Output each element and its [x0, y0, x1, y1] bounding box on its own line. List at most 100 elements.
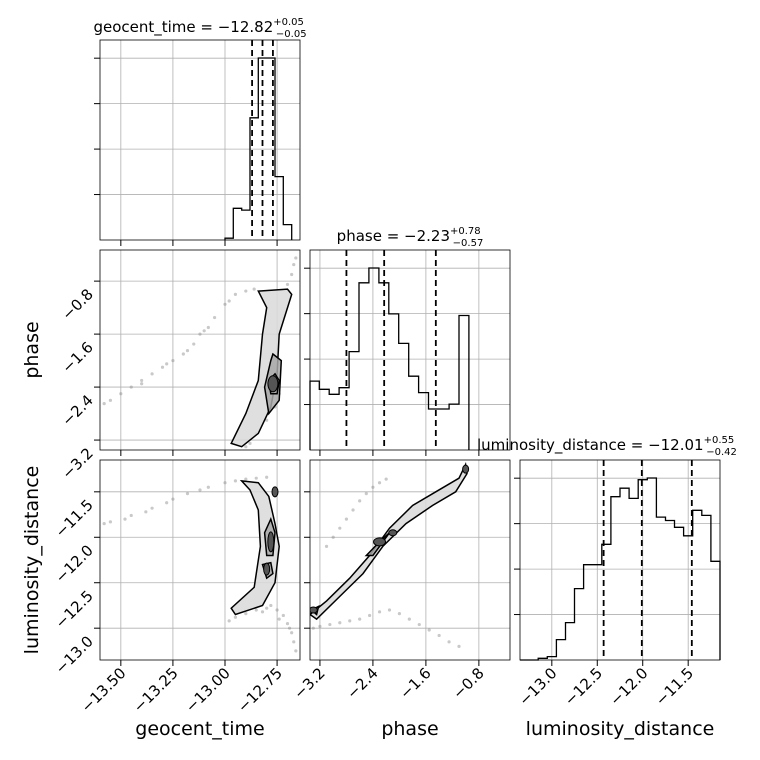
density-peak [271, 486, 279, 498]
sample-point [358, 617, 362, 621]
axes-frame [519, 459, 721, 661]
sample-point [102, 402, 106, 406]
sample-point [328, 622, 332, 627]
sample-point [397, 612, 402, 616]
sample-point [223, 481, 227, 485]
sample-point [292, 262, 296, 267]
sample-point [265, 475, 269, 479]
panel-luminosity-distance-vs-phase [310, 461, 470, 648]
sample-point [294, 256, 298, 260]
sample-point [384, 477, 388, 481]
sample-point [457, 644, 461, 648]
sample-point [129, 513, 133, 518]
x-tick-label: −13.50 [78, 664, 130, 716]
sample-point [181, 352, 185, 356]
sample-point [269, 603, 273, 608]
sample-point [227, 299, 231, 303]
sample-point [437, 633, 441, 638]
sample-point [102, 522, 106, 526]
sample-point [150, 506, 154, 510]
sample-point [108, 398, 113, 402]
sample-point [119, 392, 123, 396]
histogram-phase [309, 267, 470, 450]
sample-point [275, 608, 279, 612]
sample-point [244, 612, 248, 616]
sample-point [108, 520, 113, 524]
axes-frame [99, 39, 301, 241]
sample-point [447, 640, 451, 644]
y-tick-label: −12.0 [52, 541, 97, 586]
sample-point [185, 492, 190, 496]
y-tick-label: −2.4 [58, 391, 96, 429]
sample-point [290, 272, 294, 277]
xlabel-geocent-time: geocent_time [135, 718, 264, 740]
sample-point [377, 481, 382, 485]
density-peak [388, 529, 398, 537]
density-peak [462, 464, 470, 474]
sample-point [265, 418, 269, 422]
x-tick-label: −11.5 [652, 664, 697, 709]
xlabel-phase: phase [381, 718, 438, 740]
density-peak [310, 606, 318, 614]
sample-point [150, 372, 154, 376]
sample-point [285, 282, 290, 287]
panel-phase-vs-geocent-time [102, 256, 298, 449]
axes-frame [99, 249, 301, 451]
sample-point [331, 535, 335, 539]
sample-point [171, 497, 175, 501]
x-tick-label: −12.0 [606, 664, 651, 709]
sample-point [324, 544, 329, 548]
sample-point [338, 621, 342, 625]
sample-point [244, 445, 248, 449]
sample-point [244, 477, 248, 481]
sample-point [212, 315, 217, 320]
sample-point [252, 287, 256, 291]
sample-point [368, 613, 372, 618]
sample-point [171, 358, 175, 363]
sample-point [364, 492, 368, 496]
density-peak [263, 562, 271, 576]
histogram-geocent-time [224, 57, 293, 240]
x-tick-label: −13.25 [130, 664, 182, 716]
sample-point [290, 631, 294, 635]
sample-point [285, 622, 290, 626]
x-tick-label: −0.8 [449, 664, 487, 702]
title-phase: phase = −2.23+0.78 −0.57 [337, 226, 484, 249]
sample-point [223, 302, 227, 306]
sample-point [233, 615, 238, 619]
sample-point [140, 382, 144, 386]
sample-point [254, 476, 258, 480]
x-tick-label: −12.75 [234, 664, 286, 716]
sample-point [344, 517, 349, 521]
sample-point [351, 508, 355, 512]
y-tick-label: −11.5 [52, 496, 97, 541]
sample-point [165, 362, 169, 366]
density-peak [267, 375, 279, 393]
x-tick-label: −1.6 [396, 664, 434, 702]
title-luminosity-distance: luminosity_distance = −12.01+0.55 −0.42 [477, 435, 737, 458]
sample-point [244, 289, 248, 293]
sample-point [371, 485, 375, 489]
sample-point [254, 608, 258, 612]
sample-point [192, 342, 196, 346]
sample-point [144, 510, 148, 514]
sample-point [318, 624, 322, 628]
axes-frame [309, 249, 511, 451]
sample-point [265, 606, 269, 610]
sample-point [206, 325, 210, 330]
sample-point [292, 640, 296, 644]
sample-point [387, 608, 392, 612]
sample-point [129, 385, 133, 389]
sample-point [198, 332, 202, 336]
sample-point [233, 479, 238, 483]
sample-point [348, 619, 352, 623]
sample-point [233, 292, 238, 296]
y-tick-label: −0.8 [58, 285, 96, 323]
sample-point [202, 329, 206, 333]
sample-point [294, 649, 298, 653]
sample-point [427, 628, 431, 632]
sample-point [260, 610, 265, 614]
sample-point [206, 485, 210, 489]
sample-point [248, 441, 252, 445]
